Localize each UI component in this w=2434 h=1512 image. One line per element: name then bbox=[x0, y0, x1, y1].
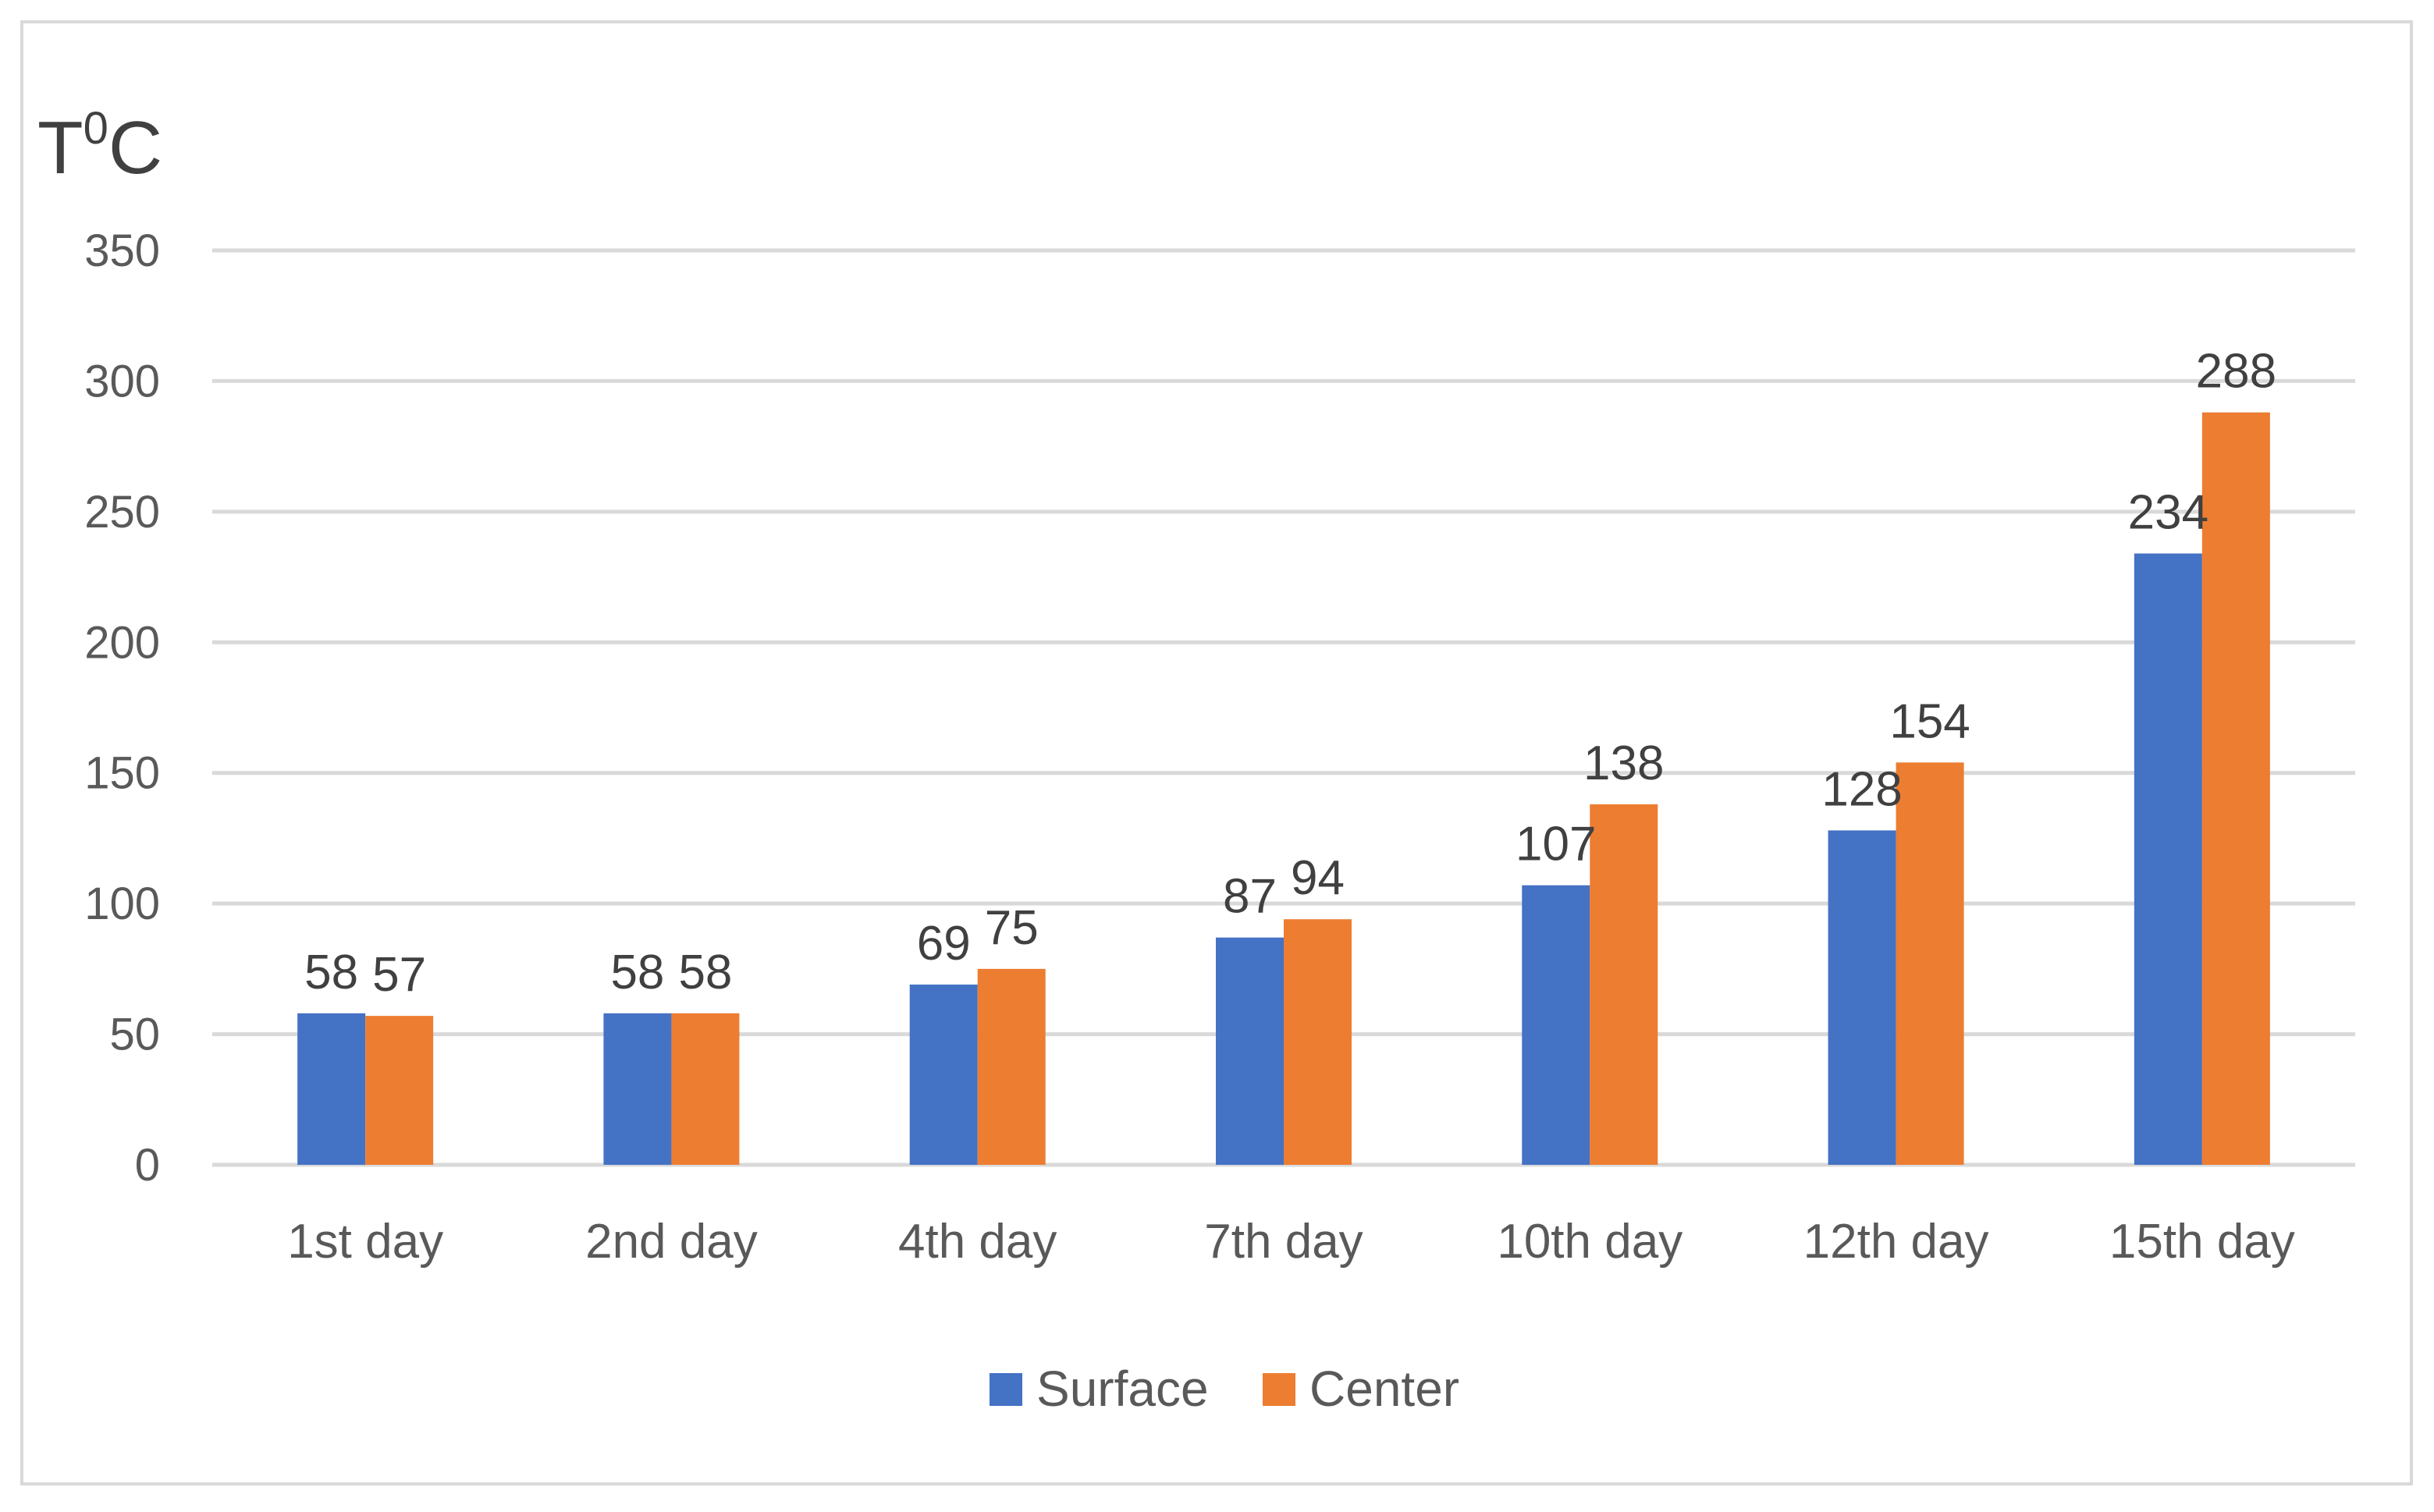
chart-frame bbox=[20, 20, 2413, 1485]
y-tick-label: 50 bbox=[109, 1010, 160, 1060]
bar-center bbox=[1284, 919, 1352, 1165]
bar-surface bbox=[1522, 885, 1590, 1165]
bar-center bbox=[977, 968, 1046, 1165]
y-tick-label: 250 bbox=[84, 487, 160, 538]
data-label-surface: 234 bbox=[2128, 485, 2208, 539]
data-label-center: 154 bbox=[1889, 694, 1970, 748]
bar-surface bbox=[297, 1013, 366, 1165]
data-label-center: 288 bbox=[2196, 345, 2276, 399]
data-label-center: 57 bbox=[372, 948, 426, 1002]
legend-swatch-surface bbox=[990, 1373, 1022, 1406]
data-label-surface: 58 bbox=[610, 946, 664, 999]
x-tick-label: 2nd day bbox=[585, 1215, 758, 1269]
bar-surface bbox=[1216, 937, 1284, 1165]
x-tick-label: 1st day bbox=[287, 1215, 443, 1269]
y-axis-ticks: 0 50 100 150 200 250 300 350 bbox=[84, 225, 160, 1191]
legend-label-center: Center bbox=[1309, 1361, 1459, 1417]
bar-center bbox=[365, 1016, 434, 1165]
legend: Surface Center bbox=[990, 1361, 1459, 1417]
y-tick-label: 350 bbox=[84, 225, 160, 276]
legend-label-surface: Surface bbox=[1036, 1361, 1209, 1417]
data-label-surface: 128 bbox=[1821, 762, 1902, 816]
data-labels: 58 57 58 58 69 75 87 94 107 138 128 154 234 288 bbox=[304, 345, 2276, 1003]
data-label-surface: 107 bbox=[1515, 818, 1596, 871]
data-label-surface: 69 bbox=[917, 917, 971, 971]
data-label-surface: 58 bbox=[304, 946, 358, 999]
bar-center bbox=[671, 1013, 740, 1165]
y-tick-label: 100 bbox=[84, 878, 160, 929]
x-tick-label: 7th day bbox=[1204, 1215, 1363, 1269]
y-axis-label: T0C bbox=[37, 103, 162, 190]
data-label-center: 138 bbox=[1583, 736, 1664, 790]
x-tick-label: 4th day bbox=[898, 1215, 1057, 1269]
legend-swatch-center bbox=[1263, 1373, 1295, 1406]
x-tick-label: 10th day bbox=[1497, 1215, 1682, 1269]
data-label-center: 58 bbox=[678, 946, 732, 999]
bars bbox=[297, 412, 2270, 1165]
y-tick-label: 200 bbox=[84, 617, 160, 668]
bar-center bbox=[1896, 762, 1964, 1165]
x-axis-ticks: 1st day 2nd day 4th day 7th day 10th day 12th… bbox=[287, 1215, 2295, 1269]
y-axis-label-superscript: 0 bbox=[84, 103, 108, 154]
bar-surface bbox=[1828, 830, 1896, 1165]
x-tick-label: 15th day bbox=[2109, 1215, 2295, 1269]
y-tick-label: 0 bbox=[135, 1140, 160, 1191]
x-tick-label: 12th day bbox=[1803, 1215, 1989, 1269]
bar-surface bbox=[2134, 553, 2202, 1165]
bar-center bbox=[2201, 412, 2270, 1165]
bar-center bbox=[1590, 804, 1658, 1165]
bar-surface bbox=[909, 984, 978, 1165]
data-label-center: 75 bbox=[985, 901, 1039, 955]
data-label-surface: 87 bbox=[1223, 870, 1277, 924]
data-label-center: 94 bbox=[1291, 851, 1345, 905]
y-tick-label: 150 bbox=[84, 748, 160, 799]
y-axis-label-main: T bbox=[37, 106, 84, 190]
y-axis-label-unit: C bbox=[108, 106, 162, 190]
y-tick-label: 300 bbox=[84, 356, 160, 406]
bar-surface bbox=[603, 1013, 672, 1165]
